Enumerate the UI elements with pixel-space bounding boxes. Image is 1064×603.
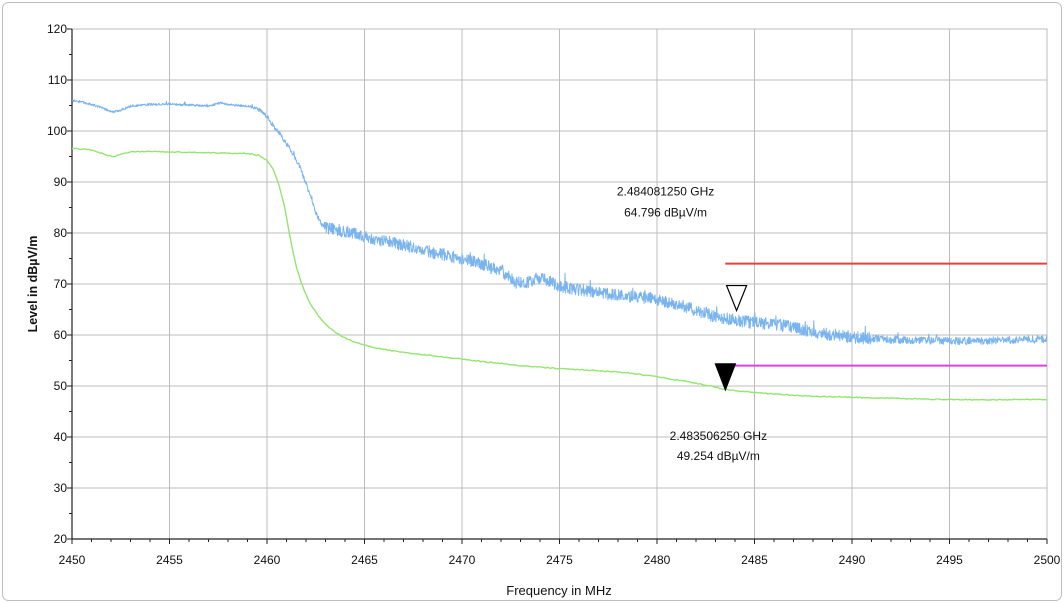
x-tick-label: 2470 <box>449 553 476 567</box>
x-tick-label: 2495 <box>936 553 963 567</box>
marker-frequency-label: 2.484081250 GHz <box>617 185 714 199</box>
x-tick-label: 2465 <box>351 553 378 567</box>
x-tick-label: 2460 <box>254 553 281 567</box>
marker-level-label: 49.254 dBµV/m <box>677 449 760 463</box>
hollow-marker-triangle <box>725 284 748 313</box>
trace-line-1 <box>71 99 1048 346</box>
x-axis-label: Frequency in MHz <box>506 583 611 598</box>
y-tick-label: 100 <box>47 124 67 138</box>
y-tick-label: 110 <box>48 73 67 87</box>
marker-group: 2.484081250 GHz 64.796 dBµV/m 2.483506250 … <box>617 185 767 463</box>
y-tick-label: 40 <box>54 430 68 444</box>
x-tick-label: 2475 <box>546 553 573 567</box>
y-tick-label: 70 <box>54 277 68 291</box>
limit-lines <box>725 262 1047 367</box>
tick-labels: 2450 2455 2460 2465 2470 2475 2480 2485 2490 2495… <box>47 22 1061 567</box>
trace-line-2 <box>71 147 1048 401</box>
y-tick-label: 80 <box>54 226 68 240</box>
y-tick-label: 60 <box>54 328 68 342</box>
y-tick-label: 120 <box>47 22 67 36</box>
y-axis-label: Level in dBµV/m <box>26 236 40 333</box>
x-tick-label: 2490 <box>839 553 866 567</box>
x-tick-label: 2500 <box>1034 553 1061 567</box>
x-tick-label: 2450 <box>59 553 86 567</box>
marker-level-label: 64.796 dBµV/m <box>624 206 707 220</box>
x-tick-label: 2455 <box>156 553 183 567</box>
y-tick-label: 50 <box>54 379 68 393</box>
marker-frequency-label: 2.483506250 GHz <box>670 429 767 443</box>
x-tick-label: 2485 <box>741 553 768 567</box>
y-tick-label: 20 <box>54 532 68 546</box>
filled-marker-triangle <box>714 363 737 392</box>
x-tick-label: 2480 <box>644 553 671 567</box>
y-tick-label: 30 <box>54 481 68 495</box>
axes <box>67 28 1048 544</box>
trace-group <box>71 99 1048 401</box>
y-tick-label: 90 <box>54 175 68 189</box>
